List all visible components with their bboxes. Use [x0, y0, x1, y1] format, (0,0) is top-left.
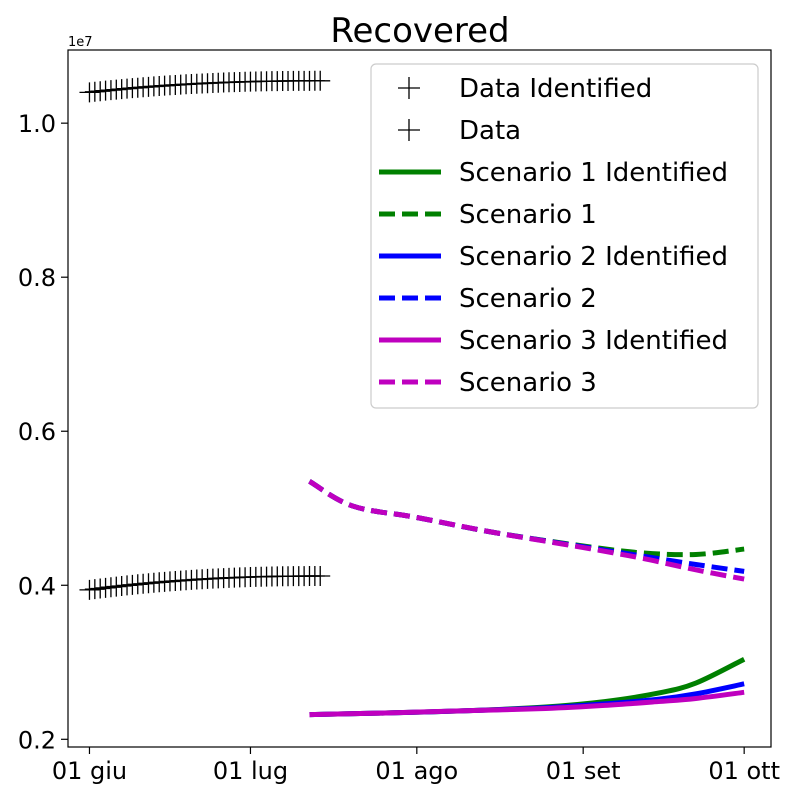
- series-data-identified: [79, 566, 331, 600]
- legend-marker: [398, 119, 420, 141]
- legend-label: Data Identified: [459, 74, 652, 104]
- series-scenario-1: [308, 479, 745, 558]
- data-point: [90, 578, 111, 599]
- legend-label: Scenario 2 Identified: [459, 242, 728, 272]
- y-tick-label: 0.8: [18, 264, 56, 292]
- y-offset-label: 1e7: [68, 35, 93, 50]
- legend: Data Identified Data Scenario 1 Identified…: [370, 63, 759, 409]
- legend-box: [370, 63, 759, 409]
- data-point: [84, 579, 105, 600]
- series-scenario-2: [308, 479, 745, 574]
- legend-item: Data Identified: [398, 74, 652, 104]
- legend-label: Scenario 1 Identified: [459, 158, 728, 188]
- legend-item: Scenario 2: [379, 284, 597, 314]
- data-point: [310, 566, 331, 587]
- data-point: [310, 70, 331, 91]
- legend-label: Scenario 3: [459, 368, 597, 398]
- legend-label: Data: [459, 116, 521, 146]
- x-tick-label: 01 ago: [375, 757, 458, 785]
- legend-marker: [398, 77, 420, 99]
- y-tick-label: 1.0: [18, 110, 56, 138]
- plot-area: [79, 70, 746, 718]
- y-axis: 0.2 0.4 0.6 0.8 1.0: [18, 110, 68, 754]
- series-scenario-3: [308, 479, 745, 582]
- series-line: [308, 479, 745, 574]
- x-tick-label: 01 giu: [52, 757, 127, 785]
- y-tick-label: 0.4: [18, 572, 56, 600]
- legend-item: Scenario 1: [379, 200, 597, 230]
- series-line: [309, 689, 745, 718]
- x-tick-label: 01 set: [546, 757, 621, 785]
- data-point: [79, 579, 100, 600]
- legend-item: Scenario 3 Identified: [379, 326, 728, 356]
- x-tick-label: 01 ott: [708, 757, 780, 785]
- series-line: [308, 479, 745, 558]
- series-data: [79, 70, 331, 103]
- legend-label: Scenario 3 Identified: [459, 326, 728, 356]
- plot-frame: [67, 49, 772, 748]
- legend-item: Scenario 3: [379, 368, 597, 398]
- series-scenario-3-identified: [309, 689, 745, 718]
- legend-item: Data: [398, 116, 521, 146]
- legend-label: Scenario 2: [459, 284, 597, 314]
- series-line: [308, 479, 745, 582]
- x-axis: 01 giu 01 lug 01 ago 01 set 01 ott: [52, 747, 780, 785]
- legend-item: Scenario 1 Identified: [379, 158, 728, 188]
- legend-label: Scenario 1: [459, 200, 597, 230]
- chart-title: Recovered: [330, 11, 509, 51]
- y-tick-label: 0.6: [18, 418, 56, 446]
- y-tick-label: 0.2: [18, 726, 56, 754]
- x-tick-label: 01 lug: [213, 757, 288, 785]
- legend-item: Scenario 2 Identified: [379, 242, 728, 272]
